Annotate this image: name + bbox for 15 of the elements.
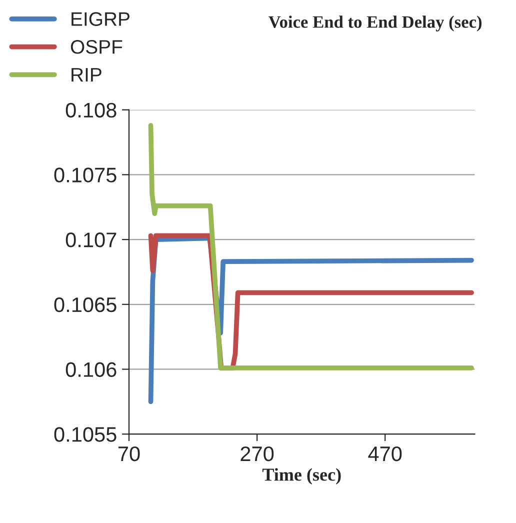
legend-label: RIP xyxy=(72,68,102,82)
x-tick-label: 470 xyxy=(368,446,402,462)
chart-title: Voice End to End Delay (sec) xyxy=(268,16,482,32)
y-tick-label: 0.107 xyxy=(66,232,116,248)
y-tick-label: 0.1075 xyxy=(54,168,116,182)
line-series xyxy=(148,122,474,370)
x-tick-label: 70 xyxy=(118,446,140,462)
y-tick-label: 0.1055 xyxy=(54,427,116,442)
x-axis-title: Time (sec) xyxy=(262,468,341,484)
y-tick-label: 0.108 xyxy=(66,102,116,118)
y-tick-label: 0.1065 xyxy=(54,297,116,312)
legend-label: OSPF xyxy=(70,40,122,54)
x-tick-label: 270 xyxy=(240,446,274,462)
y-tick-label: 0.106 xyxy=(66,362,116,377)
legend-label: EIGRP xyxy=(72,12,130,26)
